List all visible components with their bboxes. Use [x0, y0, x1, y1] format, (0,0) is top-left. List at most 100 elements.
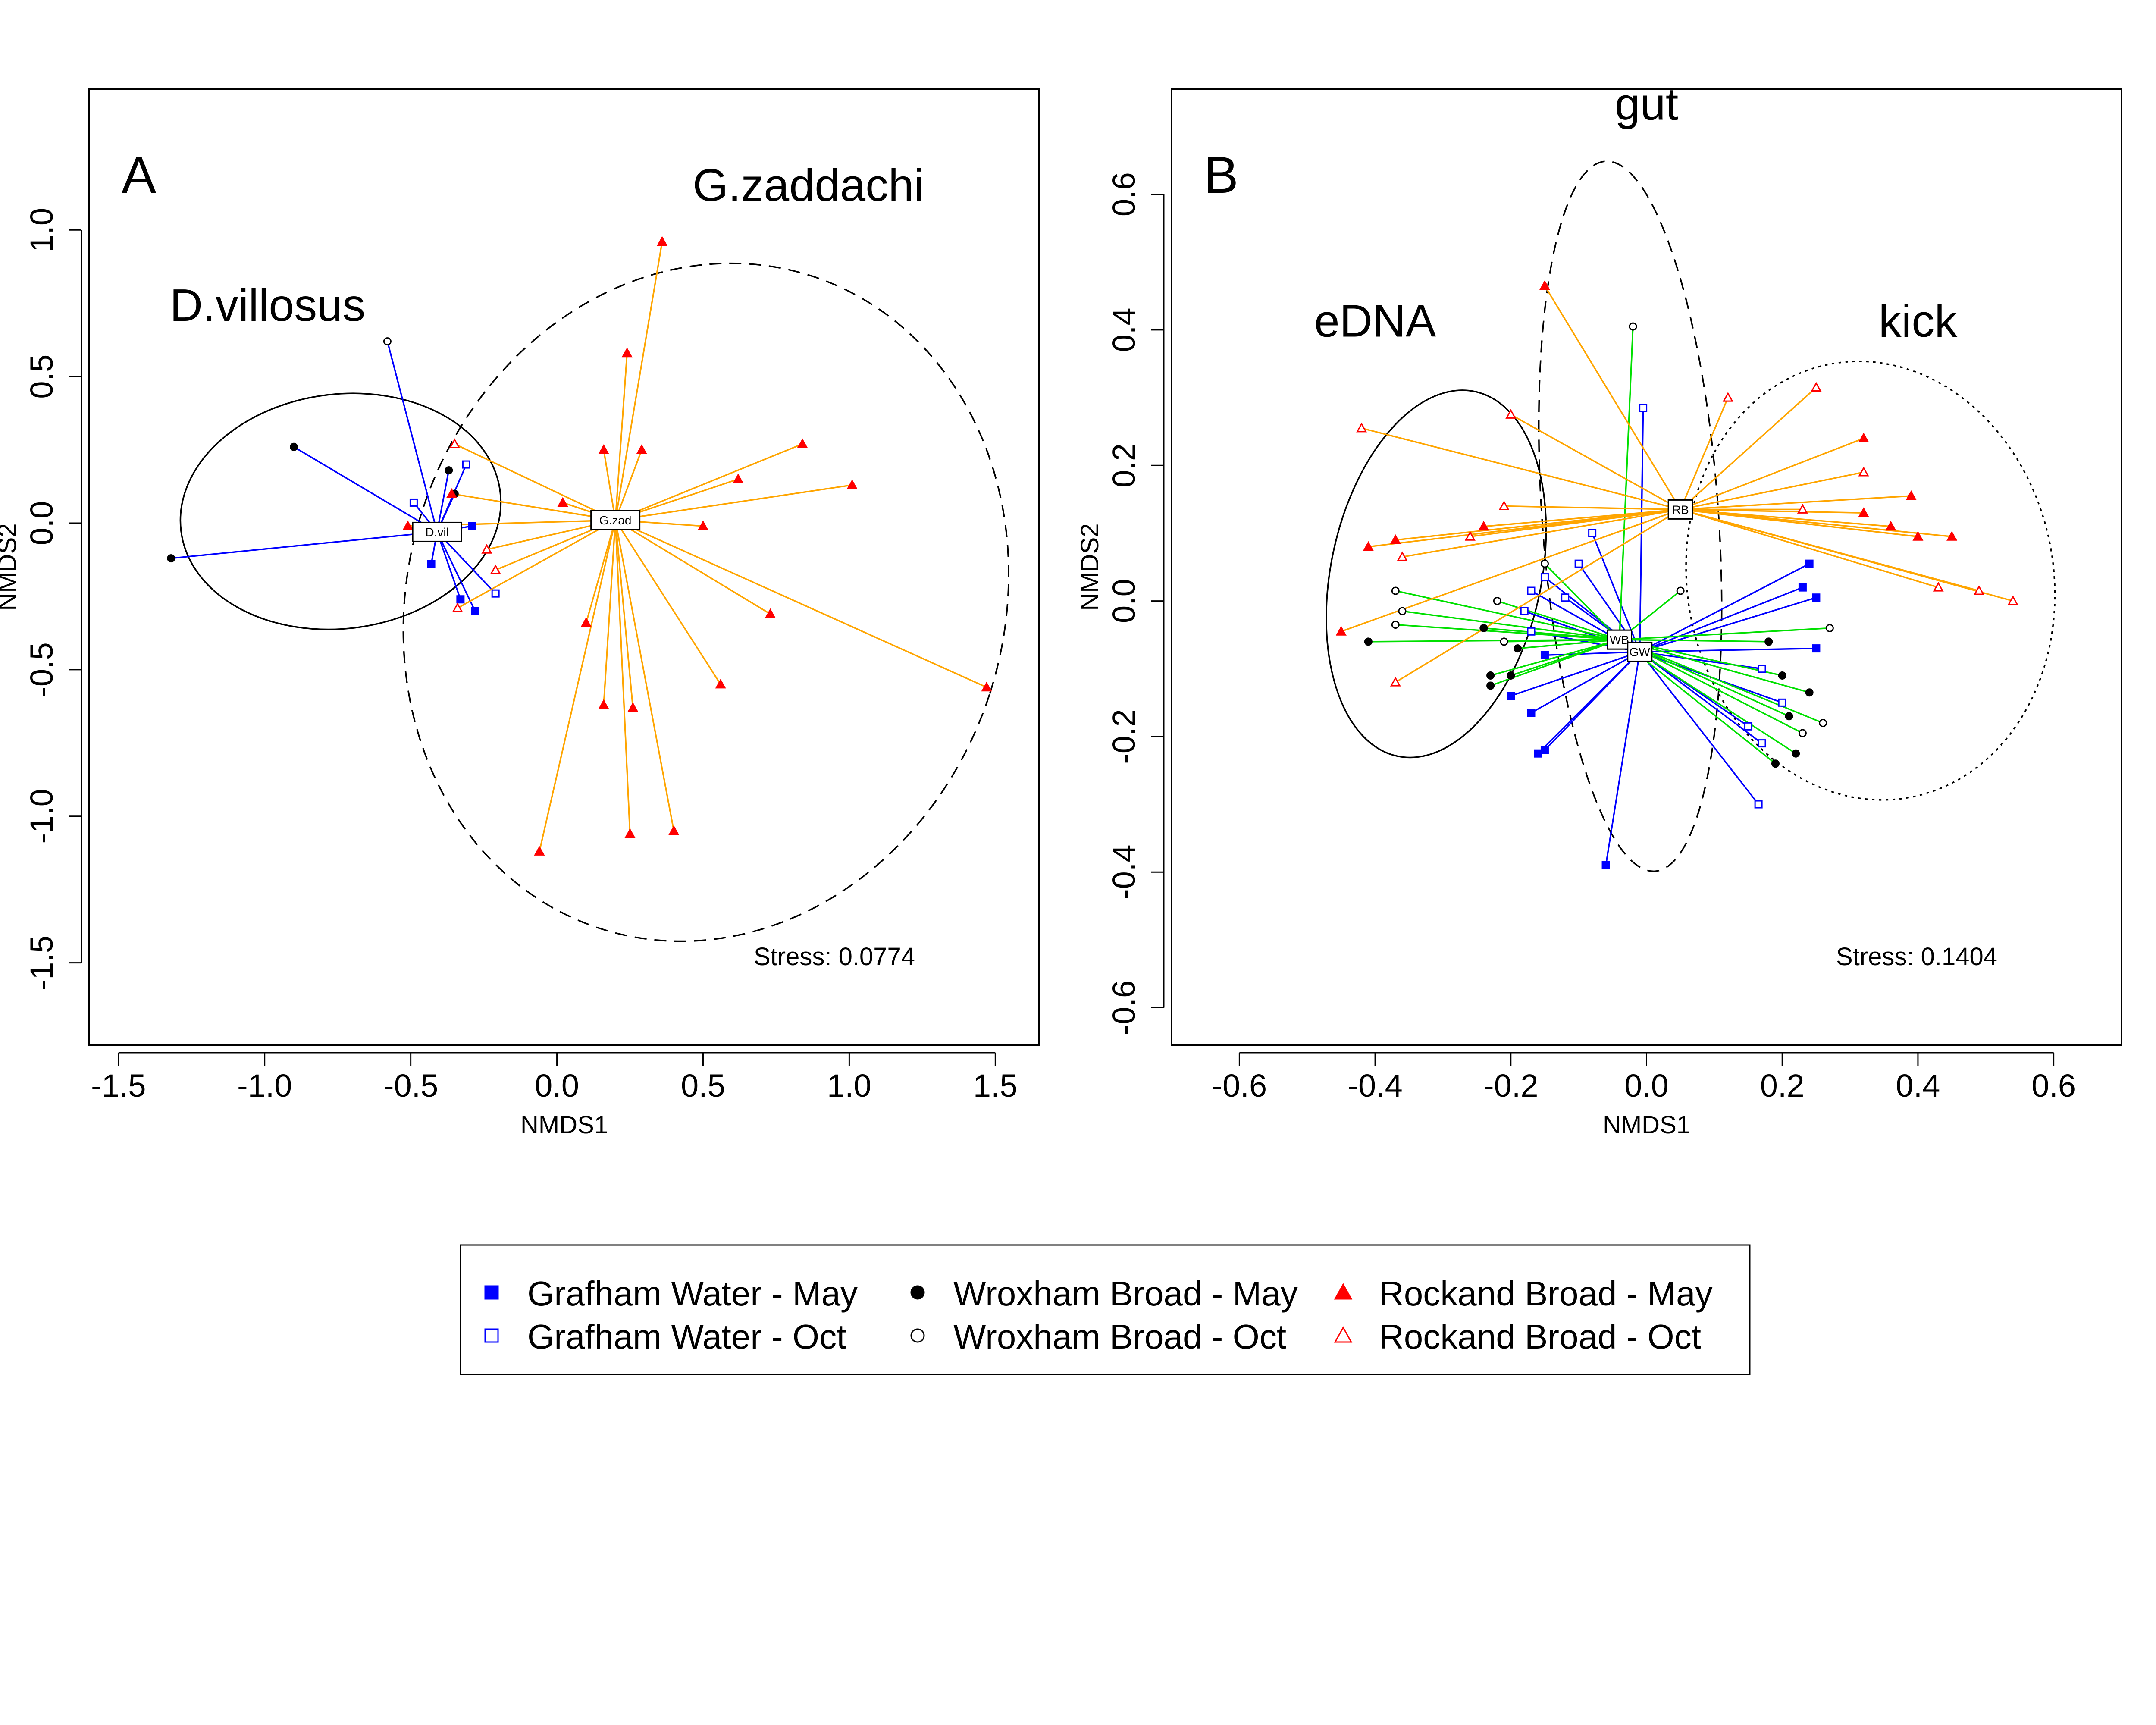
centroid-label-box [412, 521, 462, 542]
legend-marker [910, 1285, 925, 1300]
spider-line [454, 443, 616, 521]
data-point [1812, 644, 1821, 653]
data-point [1798, 729, 1807, 737]
spider-line [1395, 624, 1620, 640]
data-point [657, 236, 668, 246]
data-point [1858, 507, 1869, 517]
data-point [1540, 573, 1549, 582]
data-point [402, 520, 414, 530]
centroid-label: D.vil [425, 525, 448, 539]
spider-line [1510, 639, 1620, 677]
data-point [697, 520, 709, 530]
data-point [1778, 671, 1786, 680]
y-tick-label: 0.0 [1106, 579, 1142, 623]
spider-line [1545, 651, 1640, 656]
data-point [1764, 637, 1773, 646]
y-tick-label: 0.4 [1106, 307, 1142, 352]
panel-letter: A [122, 146, 156, 204]
centroid-label-box [1607, 629, 1633, 650]
data-point [1754, 800, 1763, 809]
y-tick-label: 0.6 [1106, 172, 1142, 216]
spider-line [436, 531, 461, 600]
data-point [1534, 749, 1542, 758]
panel-a-chart: D.vil G.zad -1.5 -1.0 -0.5 0.0 0.5 1.0 1.5 NMDS1 -… [0, 88, 1040, 1139]
legend-marker [484, 1285, 499, 1300]
x-tick-label: -0.6 [1212, 1068, 1267, 1104]
x-tick-label: 0.0 [1624, 1068, 1669, 1104]
x-tick-label: -0.2 [1483, 1068, 1539, 1104]
data-point [981, 681, 992, 692]
spider-line [1490, 639, 1620, 677]
spider-line [1639, 597, 1817, 653]
data-point [1540, 651, 1549, 659]
centroid-label: GW [1630, 645, 1651, 659]
spider-line [1680, 508, 2013, 602]
legend-marker [910, 1328, 925, 1343]
data-point [1811, 382, 1822, 392]
spider-line [1639, 651, 1759, 805]
spider-line [1504, 505, 1681, 511]
data-point [167, 554, 175, 563]
data-point [624, 828, 636, 838]
group-label: gut [1615, 79, 1678, 130]
centroid-label-box [1667, 499, 1693, 520]
group-ellipse-0 [179, 392, 502, 630]
data-point [1527, 586, 1536, 595]
data-point [1601, 861, 1610, 870]
spider-line [171, 531, 437, 559]
data-point [1539, 280, 1551, 290]
spider-line [436, 470, 450, 532]
group-label: kick [1879, 296, 1958, 347]
data-point [1744, 722, 1753, 731]
spider-line [1531, 651, 1640, 714]
data-point [1540, 559, 1549, 568]
data-point [445, 466, 453, 475]
spider-line [451, 493, 616, 521]
data-point [636, 444, 647, 454]
group-label: G.zaddachi [693, 160, 924, 210]
panel-letter: B [1204, 146, 1238, 204]
data-point [1391, 621, 1400, 629]
spider-line [1470, 508, 1681, 538]
data-point [1905, 490, 1917, 500]
data-point [1974, 585, 1985, 595]
spider-line [615, 443, 803, 521]
spider-line [1361, 427, 1681, 511]
x-tick-label: 0.0 [535, 1068, 579, 1104]
data-point [1335, 626, 1347, 636]
centroid-label: G.zad [599, 514, 632, 527]
spider-line [585, 520, 616, 623]
data-point [456, 595, 465, 604]
data-point [471, 607, 479, 615]
group-ellipse-2 [1685, 361, 2056, 801]
centroid-label: RB [1672, 503, 1689, 516]
y-axis-title: NMDS2 [0, 523, 22, 611]
x-tick-label: -0.5 [383, 1068, 439, 1104]
data-point [449, 438, 460, 448]
data-point [1398, 607, 1407, 615]
spider-line [1680, 508, 1939, 588]
data-point [621, 347, 633, 358]
centroid-label: WB [1610, 633, 1629, 646]
data-point [1505, 409, 1517, 419]
legend-marker [484, 1328, 499, 1343]
data-point [1885, 521, 1896, 531]
centroid-label-box [590, 510, 641, 530]
spider-line [1402, 610, 1620, 640]
spider-line [614, 449, 642, 521]
data-point [797, 438, 808, 448]
data-point [1540, 746, 1549, 754]
spider-line [1341, 508, 1681, 632]
data-point [1758, 739, 1766, 748]
data-point [1390, 677, 1401, 687]
spider-line [1618, 326, 1634, 640]
data-point [1527, 709, 1536, 717]
data-point [1561, 593, 1570, 602]
spider-line [603, 520, 616, 705]
data-point [1514, 644, 1522, 653]
data-point [1758, 665, 1766, 673]
data-point [1797, 504, 1808, 514]
data-point [1397, 551, 1408, 561]
spider-line [1605, 652, 1641, 866]
y-tick-label: -0.4 [1106, 844, 1142, 900]
